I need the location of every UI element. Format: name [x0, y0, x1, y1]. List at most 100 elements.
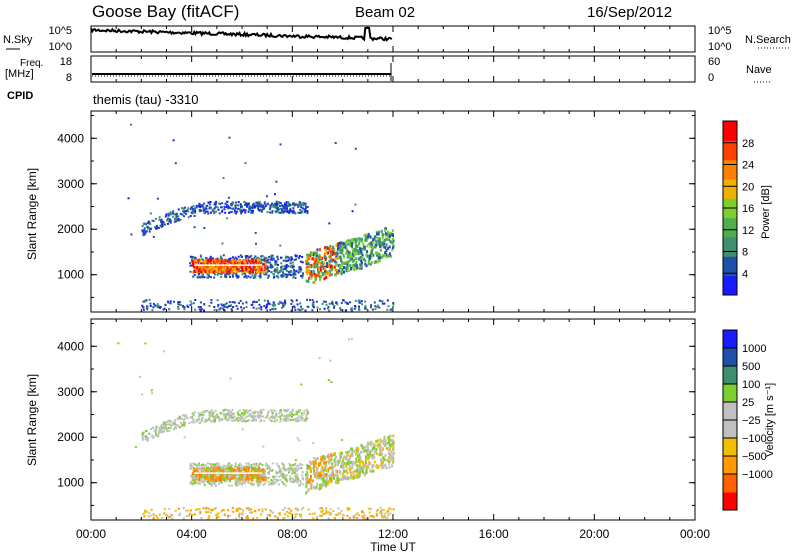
scatter-cell — [301, 483, 304, 486]
scatter-cell — [320, 264, 323, 268]
scatter-cell — [347, 453, 350, 457]
scatter-cell — [257, 414, 260, 417]
scatter-cell — [217, 305, 219, 308]
scatter-cell — [225, 474, 228, 477]
scatter-cell — [364, 461, 367, 465]
scatter-cell — [343, 462, 346, 465]
scatter-cell — [369, 235, 372, 239]
scatter-cell — [276, 204, 279, 207]
scatter-cell — [357, 251, 360, 255]
velocity-ylabel: Slant Range [km] — [25, 374, 39, 466]
scatter-cell — [172, 215, 175, 218]
scatter-cell — [301, 308, 304, 310]
scatter-cell — [264, 259, 267, 263]
scatter-cell — [246, 474, 249, 478]
scatter-cell — [369, 443, 372, 447]
scatter-cell — [242, 418, 245, 421]
scatter-cell — [365, 253, 368, 257]
scatter-cell — [245, 409, 248, 412]
scatter-cell — [319, 485, 322, 489]
scatter-cell — [155, 227, 158, 230]
scatter-cell — [195, 508, 197, 511]
scatter-cell — [360, 450, 362, 454]
scatter-cell — [239, 413, 241, 416]
scatter-cell — [273, 478, 276, 481]
scatter-cell — [298, 484, 300, 487]
scatter-cell — [256, 482, 259, 485]
scatter-cell — [368, 254, 371, 258]
scatter-cell — [372, 444, 375, 448]
scatter-cell — [248, 267, 251, 271]
scatter-cell — [147, 437, 149, 440]
scatter-cell — [325, 256, 328, 260]
scatter-cell — [177, 301, 180, 304]
scatter-cell — [248, 419, 250, 422]
scatter-cell — [292, 276, 295, 279]
scatter-cell — [318, 476, 321, 480]
scatter-cell — [218, 308, 221, 311]
scatter-cell — [299, 266, 302, 269]
scatter-cell — [232, 261, 235, 265]
scatter-cell — [200, 418, 203, 421]
velocity-colorbar-tick: −500 — [742, 451, 767, 463]
scatter-cell — [250, 469, 253, 472]
scatter-cell — [211, 409, 214, 412]
scatter-cell — [208, 305, 211, 307]
scatter-cell — [218, 419, 221, 422]
scatter-cell — [163, 423, 166, 425]
scatter-cell — [189, 270, 192, 273]
scatter-cell — [316, 248, 319, 252]
scatter-cell — [216, 273, 219, 276]
scatter-cell — [388, 507, 391, 510]
scatter-cell — [327, 479, 330, 483]
scatter-cell — [320, 510, 323, 513]
scatter-cell — [274, 515, 277, 518]
scatter-cell — [353, 249, 356, 253]
scatter-cell — [200, 255, 203, 258]
scatter-cell — [315, 474, 318, 478]
scatter-cell — [322, 474, 324, 477]
scatter-cell — [310, 274, 313, 278]
scatter-cell — [319, 261, 322, 265]
scatter-cell — [172, 212, 175, 215]
scatter-cell — [385, 243, 388, 247]
scatter-cell — [330, 458, 333, 462]
scatter-cell — [352, 516, 355, 519]
scatter-cell — [336, 477, 339, 481]
scatter-cell — [381, 512, 384, 515]
scatter-cell — [255, 307, 258, 310]
scatter-cell — [212, 270, 215, 274]
scatter-cell — [161, 427, 164, 430]
scatter-cell — [216, 206, 219, 209]
scatter-cell — [365, 238, 368, 242]
scatter-cell — [196, 269, 199, 273]
scatter-cell — [283, 415, 286, 418]
scatter-cell — [219, 470, 221, 474]
scatter-cell — [229, 468, 232, 472]
scatter-cell — [189, 208, 192, 211]
scatter-cell — [327, 264, 330, 268]
scatter-cell — [226, 409, 229, 412]
scatter-cell — [368, 511, 371, 514]
scatter-cell — [201, 273, 204, 276]
scatter-cell — [311, 512, 314, 515]
scatter-cell — [309, 470, 312, 473]
scatter-cell — [353, 461, 356, 465]
scatter-cell — [167, 214, 170, 217]
scatter-cell — [302, 272, 304, 275]
scatter-cell — [230, 475, 233, 478]
scatter-cell — [263, 206, 266, 209]
scatter-cell — [273, 417, 276, 420]
scatter-cell — [213, 481, 216, 484]
scatter-cell — [177, 215, 180, 218]
scatter-cell — [258, 508, 261, 511]
scatter-cell — [305, 491, 308, 495]
scatter-cell — [338, 251, 341, 254]
scatter-cell — [182, 517, 185, 520]
scatter-cell — [294, 466, 297, 469]
scatter-cell — [203, 202, 206, 205]
scatter-cell — [179, 218, 182, 221]
scatter-cell — [288, 469, 291, 472]
scatter-cell — [239, 482, 242, 485]
